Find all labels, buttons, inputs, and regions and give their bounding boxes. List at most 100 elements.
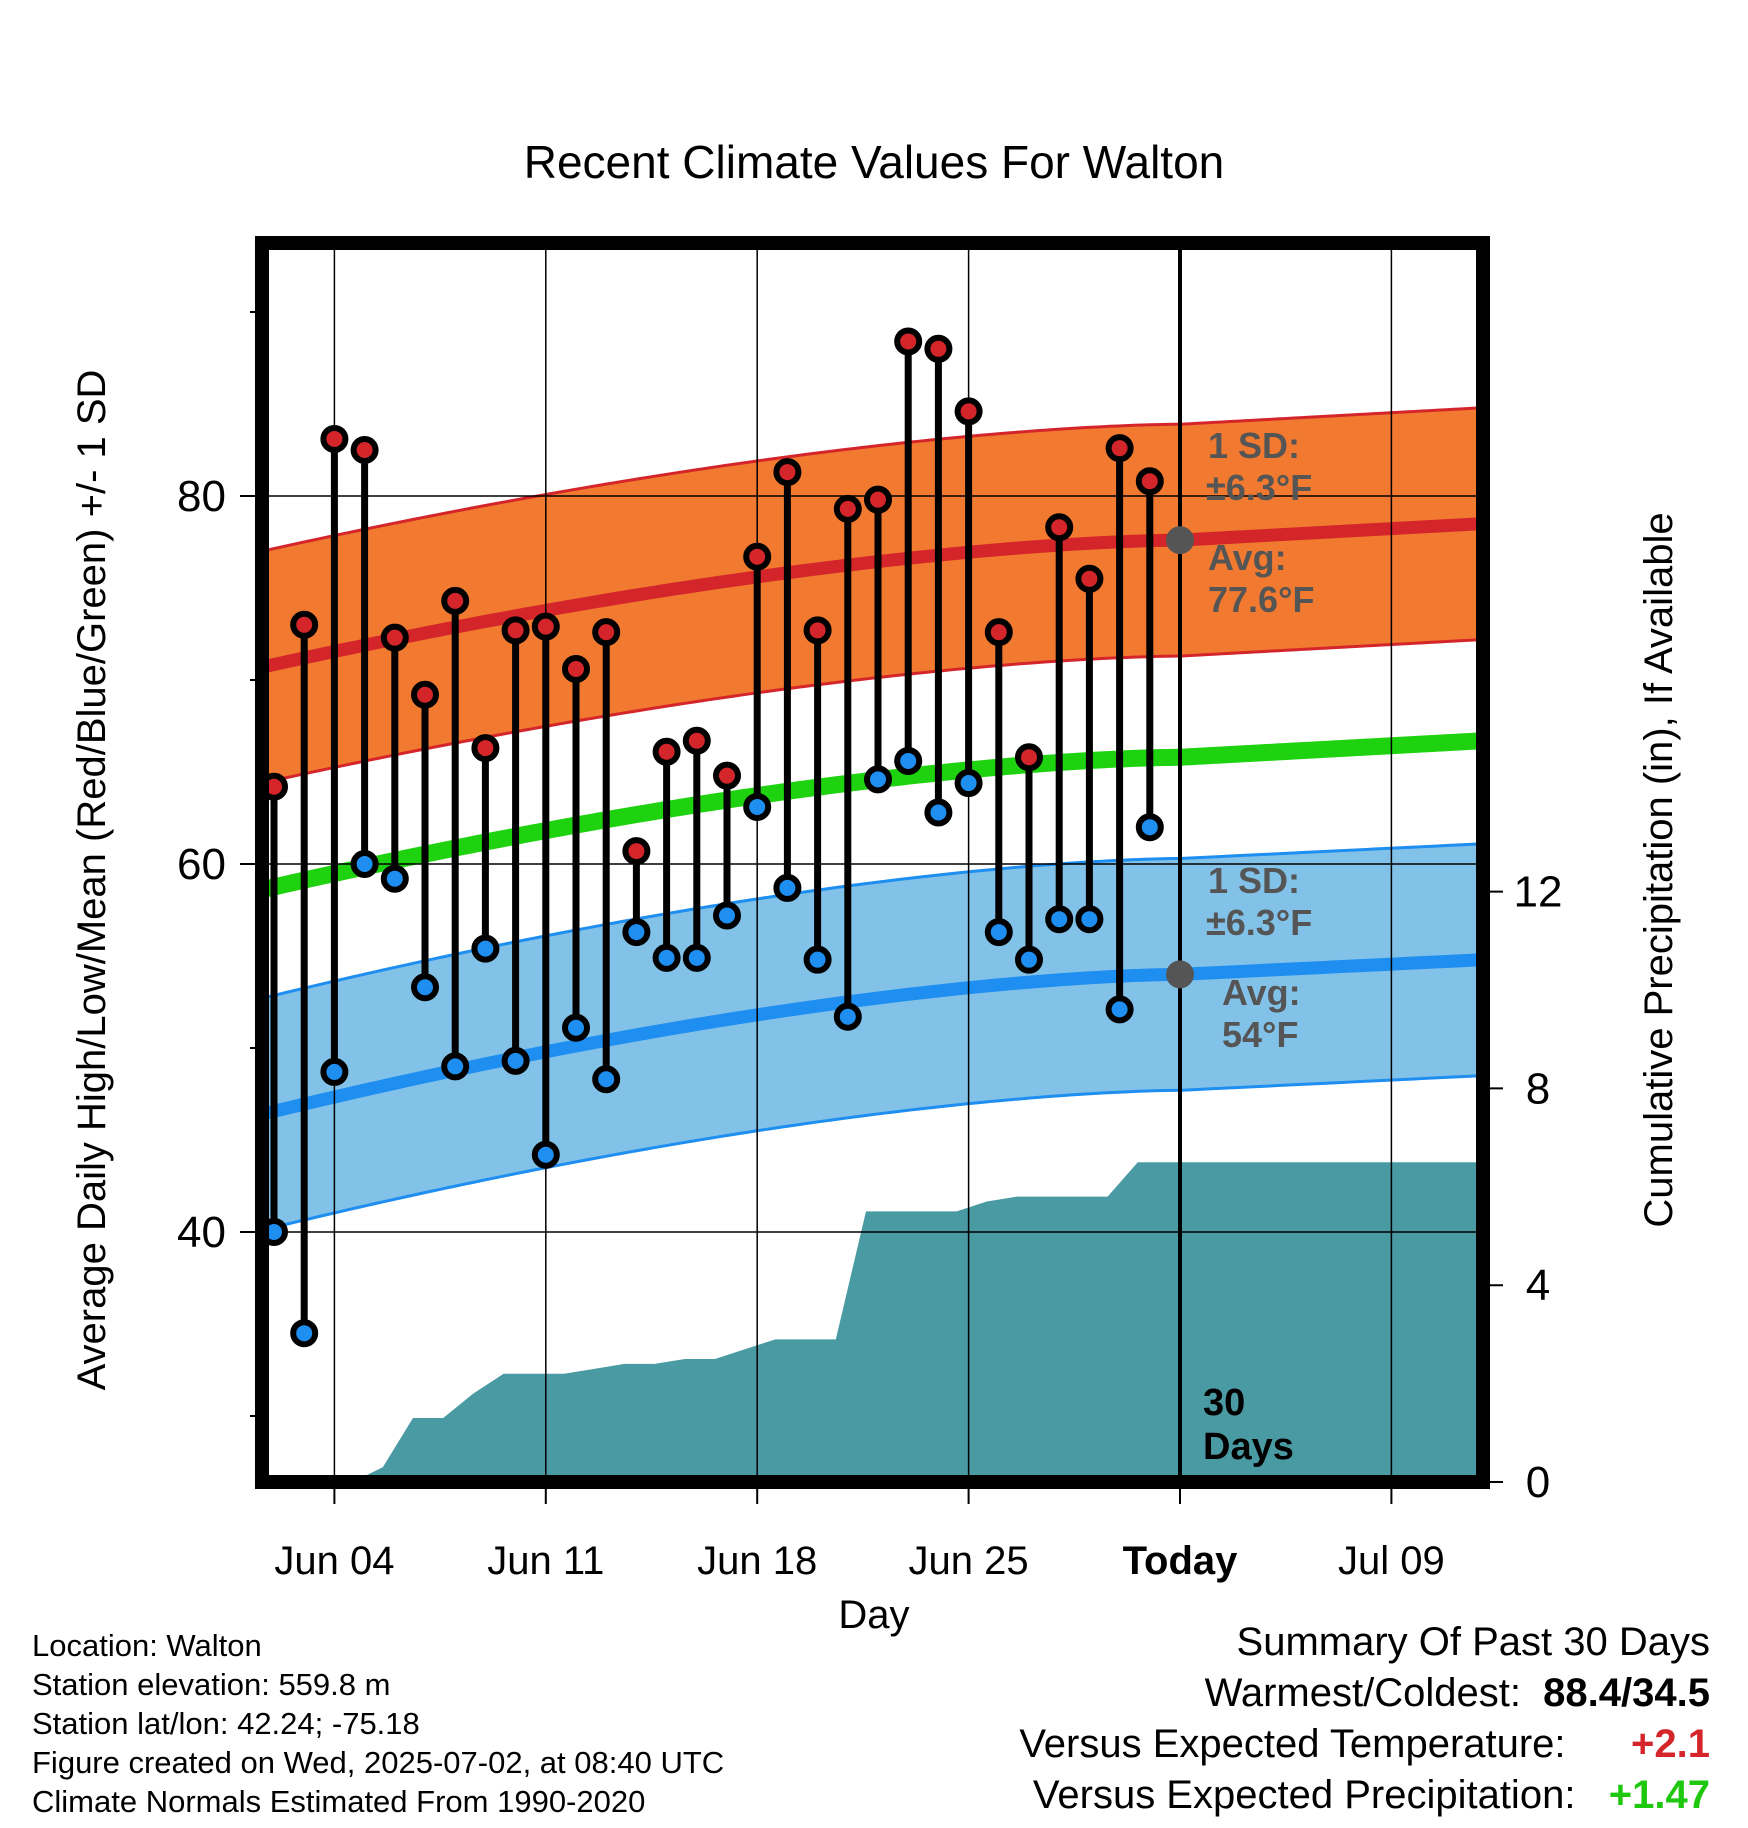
daily-high-point	[833, 494, 862, 523]
daily-low-point	[350, 850, 379, 878]
high-sd-label: 1 SD:	[1208, 425, 1300, 466]
daily-high-point	[894, 327, 923, 356]
daily-low-point	[803, 945, 832, 974]
warmest-coldest-value: 88.4/34.5	[1543, 1671, 1710, 1715]
daily-high-point	[501, 616, 530, 645]
daily-low-point	[1075, 905, 1104, 934]
high-avg-marker	[1166, 526, 1194, 555]
x-tick-label: Jun 11	[487, 1539, 604, 1583]
created-text: Figure created on Wed, 2025-07-02, at 08…	[32, 1745, 725, 1780]
high-sd-value: ±6.3°F	[1206, 467, 1312, 508]
high-sd-upper-line	[261, 406, 1479, 553]
daily-high-point	[1105, 434, 1134, 463]
daily-high-point	[622, 837, 651, 866]
low-avg-marker	[1166, 960, 1194, 989]
high-sd-band	[262, 407, 1478, 784]
daily-high-point	[984, 618, 1013, 647]
daily-low-point	[652, 943, 681, 972]
daily-low-point	[290, 1319, 319, 1348]
high-avg-label: Avg:	[1208, 537, 1287, 578]
daily-low-point	[1045, 905, 1074, 934]
summary-heading: Summary Of Past 30 Days	[1236, 1620, 1710, 1664]
daily-high-point	[380, 623, 409, 652]
daily-low-point	[984, 918, 1013, 947]
temp-anomaly-label: Versus Expected Temperature:	[1019, 1722, 1566, 1766]
daily-low-point	[1135, 813, 1164, 842]
daily-low-point	[562, 1013, 590, 1042]
daily-low-point	[833, 1002, 862, 1031]
y-tick-label: 80	[177, 472, 226, 521]
daily-high-point	[1015, 743, 1043, 772]
daily-low-point	[743, 792, 772, 821]
daily-high-point	[1075, 564, 1104, 593]
x-tick-label: Jun 04	[274, 1539, 394, 1583]
daily-low-point	[411, 973, 439, 1002]
daily-low-point	[1105, 995, 1134, 1024]
y2-tick-label: 0	[1526, 1458, 1550, 1507]
precip-area	[262, 1162, 1483, 1482]
low-sd-value: ±6.3°F	[1206, 902, 1312, 943]
y2-tick-label: 8	[1526, 1064, 1550, 1113]
x-tick-label: Jun 25	[909, 1539, 1029, 1583]
daily-high-point	[773, 458, 802, 487]
daily-low-point	[592, 1065, 621, 1094]
plot-frame	[255, 236, 1490, 1489]
daily-high-point	[743, 542, 772, 571]
daily-low-point	[380, 864, 409, 893]
daily-high-point	[290, 610, 319, 639]
y2-tick-label: 12	[1514, 868, 1563, 917]
daily-low-point	[1015, 945, 1043, 974]
precip-anomaly-value: +1.47	[1608, 1773, 1710, 1817]
low-sd-lower-line	[261, 1074, 1479, 1232]
temp-anomaly-value: +2.1	[1631, 1722, 1710, 1766]
daily-high-point	[562, 654, 590, 683]
daily-high-point	[592, 618, 621, 647]
x-axis-label: Day	[838, 1593, 909, 1637]
precip-anomaly-label: Versus Expected Precipitation:	[1032, 1773, 1576, 1817]
daily-high-point	[954, 397, 983, 426]
station-info: Location: Walton Station elevation: 559.…	[32, 1626, 724, 1821]
x-tick-label: Today	[1123, 1539, 1239, 1583]
summary-panel: Summary Of Past 30 Days Warmest/Coldest:…	[1019, 1617, 1710, 1821]
daily-high-point	[864, 485, 892, 514]
daily-low-point	[773, 873, 802, 902]
daily-low-point	[501, 1046, 530, 1075]
daily-high-point	[320, 424, 349, 453]
daily-high-point	[713, 761, 741, 790]
latlon-text: Station lat/lon: 42.24; -75.18	[32, 1706, 420, 1741]
low-avg-value: 54°F	[1222, 1014, 1298, 1055]
daily-low-point	[894, 746, 923, 775]
y-axis-label: Average Daily High/Low/Mean (Red/Blue/Gr…	[70, 370, 114, 1391]
high-normal-line	[260, 517, 1479, 674]
y2-tick-label: 4	[1526, 1261, 1550, 1310]
daily-low-point	[954, 769, 983, 798]
daily-high-point	[924, 334, 953, 363]
location-text: Location: Walton	[32, 1628, 262, 1663]
warmest-coldest-label: Warmest/Coldest:	[1204, 1671, 1521, 1715]
daily-high-point	[803, 616, 832, 645]
daily-high-point	[471, 734, 500, 763]
warmest-coldest-row: Warmest/Coldest: 88.4/34.5	[1019, 1668, 1710, 1719]
elevation-text: Station elevation: 559.8 m	[32, 1667, 391, 1702]
low-avg-label: Avg:	[1222, 972, 1301, 1013]
daily-low-point	[713, 901, 741, 930]
y-tick-label: 60	[177, 840, 226, 889]
daily-high-point	[652, 737, 681, 766]
low-sd-band	[262, 844, 1478, 1231]
daily-high-point	[1045, 513, 1074, 542]
daily-low-point	[441, 1052, 470, 1081]
daily-low-point	[622, 918, 651, 947]
daily-high-point	[682, 726, 711, 755]
high-sd-lower-line	[261, 638, 1479, 785]
period-label-unit: Days	[1203, 1426, 1294, 1468]
precip-anomaly-row: Versus Expected Precipitation: +1.47	[1019, 1770, 1710, 1821]
daily-high-point	[350, 436, 379, 464]
period-label-number: 30	[1203, 1382, 1245, 1424]
daily-low-point	[864, 765, 892, 794]
daily-low-point	[531, 1140, 560, 1169]
daily-high-point	[531, 612, 560, 641]
low-sd-label: 1 SD:	[1208, 860, 1300, 901]
normals-text: Climate Normals Estimated From 1990-2020	[32, 1784, 646, 1819]
chart-title: Recent Climate Values For Walton	[524, 136, 1225, 188]
